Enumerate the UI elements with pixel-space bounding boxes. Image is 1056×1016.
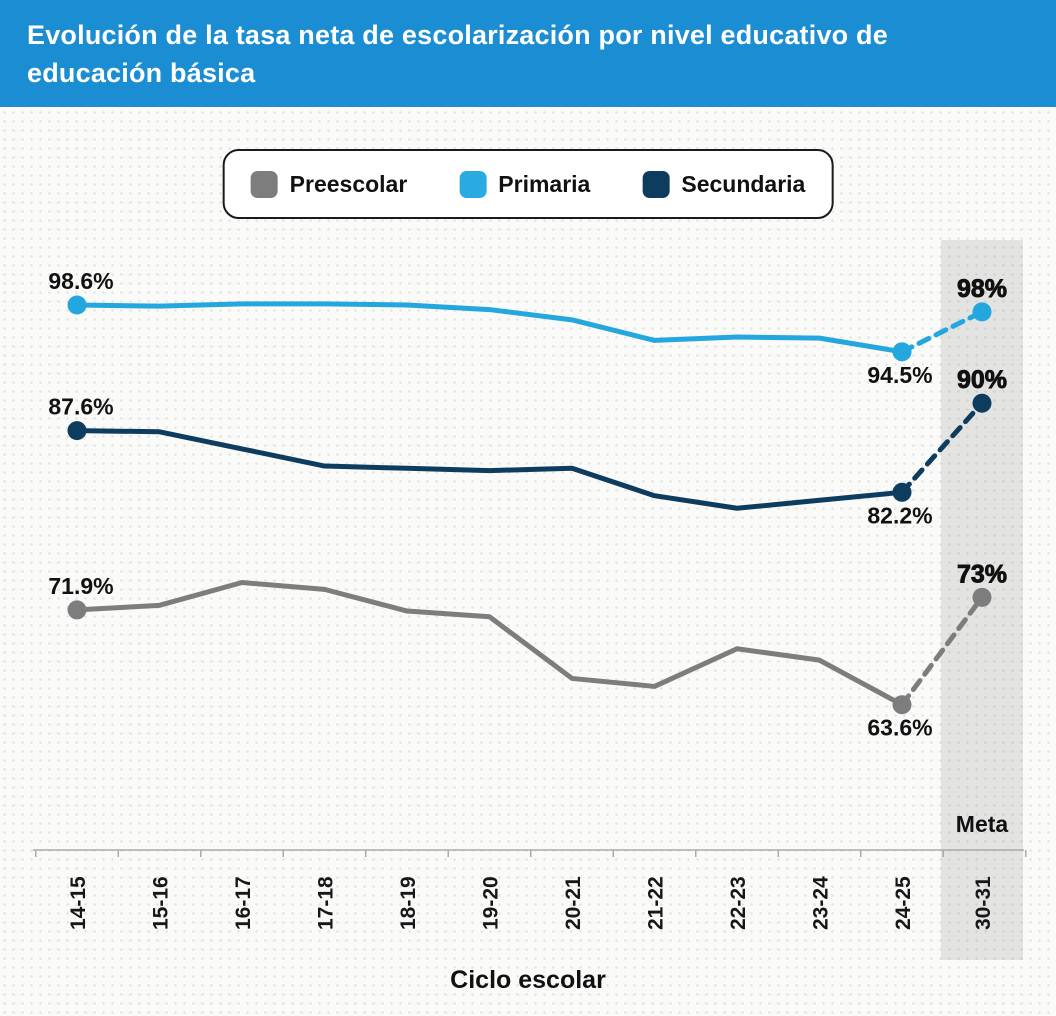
x-tick-label: 23-24 (810, 876, 833, 930)
first-value-label-primaria: 98.6% (48, 268, 113, 294)
meta-value-label-secundaria: 90% (957, 366, 1007, 394)
preescolar-swatch-icon (250, 170, 278, 198)
series-line-secundaria (74, 428, 905, 511)
page-title: Evolución de la tasa neta de escolarizac… (27, 16, 1016, 92)
point-first-secundaria (67, 421, 87, 441)
x-tick-label-meta: 30-31 (972, 876, 995, 930)
legend-label-primaria: Primaria (498, 170, 591, 197)
x-tick-label: 18-19 (397, 876, 420, 930)
x-tick-label: 14-15 (67, 876, 90, 930)
x-tick-label: 19-20 (480, 876, 503, 930)
meta-column-label: Meta (956, 811, 1009, 837)
first-value-label-secundaria: 87.6% (48, 394, 113, 420)
meta-value-label-primaria: 98% (957, 275, 1007, 303)
x-tick-label: 20-21 (562, 876, 585, 930)
series-line-preescolar (74, 580, 905, 708)
point-last-preescolar (892, 695, 912, 715)
point-first-preescolar (67, 600, 87, 620)
last-value-label-primaria: 94.5% (867, 362, 932, 388)
last-value-label-secundaria: 82.2% (867, 502, 932, 528)
x-tick-label: 16-17 (232, 876, 255, 930)
legend-item-preescolar: Preescolar (250, 170, 408, 198)
series-line-primaria (74, 301, 905, 355)
primaria-swatch-icon (459, 170, 487, 198)
series-projection-preescolar (899, 594, 985, 708)
point-last-secundaria (892, 482, 912, 502)
x-tick-label: 24-25 (892, 876, 915, 930)
x-tick-label: 15-16 (150, 876, 173, 930)
header-banner: Evolución de la tasa neta de escolarizac… (0, 0, 1056, 107)
first-value-label-preescolar: 71.9% (48, 573, 113, 599)
x-tick-label: 17-18 (315, 876, 338, 930)
legend-label-preescolar: Preescolar (289, 170, 408, 197)
page-title-line1: Evolución de la tasa neta de escolarizac… (27, 20, 888, 50)
series-projection-secundaria (899, 400, 985, 495)
x-tick-label: 22-23 (727, 876, 750, 930)
page-title-line2: educación básica (27, 58, 256, 88)
last-value-label-preescolar: 63.6% (867, 715, 932, 741)
legend-item-secundaria: Secundaria (642, 170, 806, 198)
legend-label-secundaria: Secundaria (681, 170, 806, 197)
series-projection-primaria (899, 309, 985, 355)
point-last-primaria (892, 342, 912, 362)
point-meta-primaria (972, 302, 992, 322)
x-axis-title: Ciclo escolar (450, 966, 606, 994)
chart-legend: Preescolar Primaria Secundaria (222, 149, 834, 219)
x-tick-label: 21-22 (645, 876, 668, 930)
legend-item-primaria: Primaria (459, 170, 591, 198)
point-meta-preescolar (972, 587, 992, 607)
point-meta-secundaria (972, 393, 992, 413)
point-first-primaria (67, 295, 87, 315)
secundaria-swatch-icon (642, 170, 670, 198)
meta-value-label-preescolar: 73% (957, 560, 1007, 588)
